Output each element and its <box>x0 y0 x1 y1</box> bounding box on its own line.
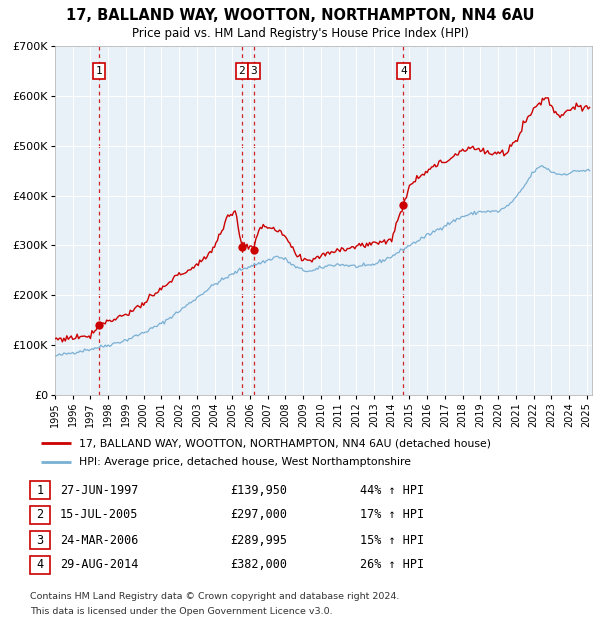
Text: £382,000: £382,000 <box>230 559 287 572</box>
Text: 1: 1 <box>37 484 44 497</box>
Text: HPI: Average price, detached house, West Northamptonshire: HPI: Average price, detached house, West… <box>79 457 410 467</box>
Text: 24-MAR-2006: 24-MAR-2006 <box>60 533 139 546</box>
Text: £297,000: £297,000 <box>230 508 287 521</box>
Text: 17% ↑ HPI: 17% ↑ HPI <box>360 508 424 521</box>
Text: 15% ↑ HPI: 15% ↑ HPI <box>360 533 424 546</box>
Text: £139,950: £139,950 <box>230 484 287 497</box>
Text: 2: 2 <box>37 508 44 521</box>
Text: 15-JUL-2005: 15-JUL-2005 <box>60 508 139 521</box>
Text: £289,995: £289,995 <box>230 533 287 546</box>
Text: Price paid vs. HM Land Registry's House Price Index (HPI): Price paid vs. HM Land Registry's House … <box>131 27 469 40</box>
Text: 17, BALLAND WAY, WOOTTON, NORTHAMPTON, NN4 6AU (detached house): 17, BALLAND WAY, WOOTTON, NORTHAMPTON, N… <box>79 438 491 448</box>
Text: 2: 2 <box>238 66 245 76</box>
Text: 26% ↑ HPI: 26% ↑ HPI <box>360 559 424 572</box>
Text: 27-JUN-1997: 27-JUN-1997 <box>60 484 139 497</box>
Text: This data is licensed under the Open Government Licence v3.0.: This data is licensed under the Open Gov… <box>30 607 332 616</box>
Text: 17, BALLAND WAY, WOOTTON, NORTHAMPTON, NN4 6AU: 17, BALLAND WAY, WOOTTON, NORTHAMPTON, N… <box>66 8 534 23</box>
Text: 29-AUG-2014: 29-AUG-2014 <box>60 559 139 572</box>
Text: 3: 3 <box>37 533 44 546</box>
Text: 4: 4 <box>400 66 407 76</box>
Text: Contains HM Land Registry data © Crown copyright and database right 2024.: Contains HM Land Registry data © Crown c… <box>30 592 400 601</box>
Text: 1: 1 <box>96 66 103 76</box>
Text: 44% ↑ HPI: 44% ↑ HPI <box>360 484 424 497</box>
Text: 3: 3 <box>251 66 257 76</box>
Text: 4: 4 <box>37 559 44 572</box>
